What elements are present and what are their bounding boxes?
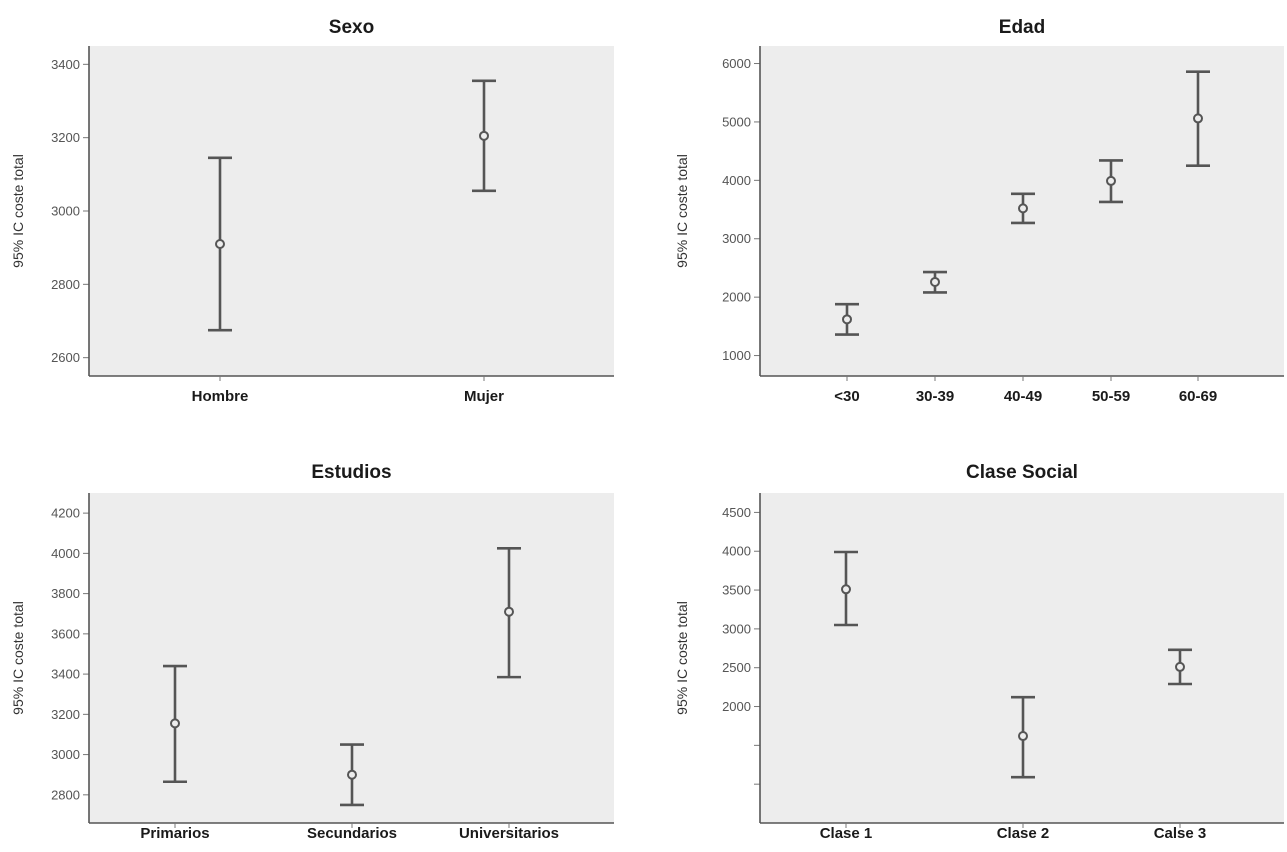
y-tick-label: 4000: [722, 544, 751, 559]
y-tick-label: 3800: [51, 586, 80, 601]
y-tick-label: 2800: [51, 787, 80, 802]
chart-panel-estudios: Estudios 2800 3000 3200 3400 3600 3800 4000 4200…: [0, 426, 643, 852]
y-tick-label: 2000: [722, 699, 751, 714]
chart-title: Clase Social: [966, 462, 1078, 483]
y-tick-label: 2600: [51, 350, 80, 365]
chart-svg-estudios: Estudios 2800 3000 3200 3400 3600 3800 4000 4200…: [10, 462, 614, 842]
x-tick-label: Calse 3: [1154, 825, 1207, 842]
mean-point: [1106, 175, 1116, 186]
x-tick-label: 60-69: [1179, 388, 1217, 405]
mean-point: [930, 276, 940, 287]
chart-panel-edad: Edad 1000 2000 3000 4000 5000 6000 95% IC coste…: [643, 0, 1287, 426]
x-tick-label: 30-39: [916, 388, 954, 405]
mean-point: [841, 584, 851, 595]
mean-point: [170, 718, 180, 729]
y-tick-label: 3000: [51, 747, 80, 762]
chart-panel-sexo: Sexo 2600 2800 3000 3200 3400 95% IC coste tot…: [0, 0, 643, 426]
mean-point: [1018, 203, 1028, 214]
y-tick-label: 4000: [51, 546, 80, 561]
mean-point: [347, 769, 357, 780]
y-tick-label: 6000: [722, 56, 751, 71]
chart-svg-edad: Edad 1000 2000 3000 4000 5000 6000 95% IC coste…: [674, 17, 1284, 405]
y-tick-label: 3000: [51, 204, 80, 219]
y-tick-label: 3200: [51, 707, 80, 722]
chart-svg-clase-social: Clase Social 2000 2500 3000 3500 4000 4500 95% …: [674, 462, 1284, 842]
x-tick-label: Clase 1: [820, 825, 873, 842]
x-tick-label: Clase 2: [997, 825, 1050, 842]
mean-point: [842, 314, 852, 325]
y-tick-label: 2500: [722, 660, 751, 675]
y-axis-label: 95% IC coste total: [674, 601, 690, 715]
y-axis-label: 95% IC coste total: [674, 154, 690, 268]
y-tick-label: 3500: [722, 583, 751, 598]
chart-svg-sexo: Sexo 2600 2800 3000 3200 3400 95% IC coste tot…: [10, 17, 614, 405]
y-tick-label: 2800: [51, 277, 80, 292]
y-tick-label: 5000: [722, 114, 751, 129]
y-axis-label: 95% IC coste total: [10, 154, 26, 268]
x-tick-label: Universitarios: [459, 825, 559, 842]
chart-title: Edad: [999, 17, 1045, 38]
y-tick-label: 2000: [722, 290, 751, 305]
mean-point: [479, 130, 489, 141]
x-tick-label: 40-49: [1004, 388, 1042, 405]
x-tick-label: Mujer: [464, 388, 504, 405]
y-tick-label: 3400: [51, 667, 80, 682]
y-tick-label: 3200: [51, 130, 80, 145]
y-tick-label: 3400: [51, 57, 80, 72]
mean-point: [1175, 661, 1185, 672]
y-tick-label: 4000: [722, 173, 751, 188]
y-tick-label: 1000: [722, 348, 751, 363]
mean-point: [1018, 731, 1028, 742]
mean-point: [1193, 113, 1203, 124]
y-axis-label: 95% IC coste total: [10, 601, 26, 715]
y-tick-label: 4200: [51, 506, 80, 521]
chart-panel-clase-social: Clase Social 2000 2500 3000 3500 4000 4500 95% …: [643, 426, 1287, 852]
y-tick-label: 3000: [722, 621, 751, 636]
chart-title: Estudios: [311, 462, 391, 483]
chart-title: Sexo: [329, 17, 374, 38]
x-tick-label: Primarios: [140, 825, 209, 842]
mean-point: [504, 606, 514, 617]
y-tick-label: 3600: [51, 626, 80, 641]
x-tick-label: Hombre: [192, 388, 249, 405]
y-tick-label: 3000: [722, 231, 751, 246]
plot-area: [89, 46, 614, 376]
x-tick-label: 50-59: [1092, 388, 1130, 405]
mean-point: [215, 239, 225, 249]
y-tick-label: 4500: [722, 505, 751, 520]
x-tick-label: <30: [834, 388, 859, 405]
x-tick-label: Secundarios: [307, 825, 397, 842]
